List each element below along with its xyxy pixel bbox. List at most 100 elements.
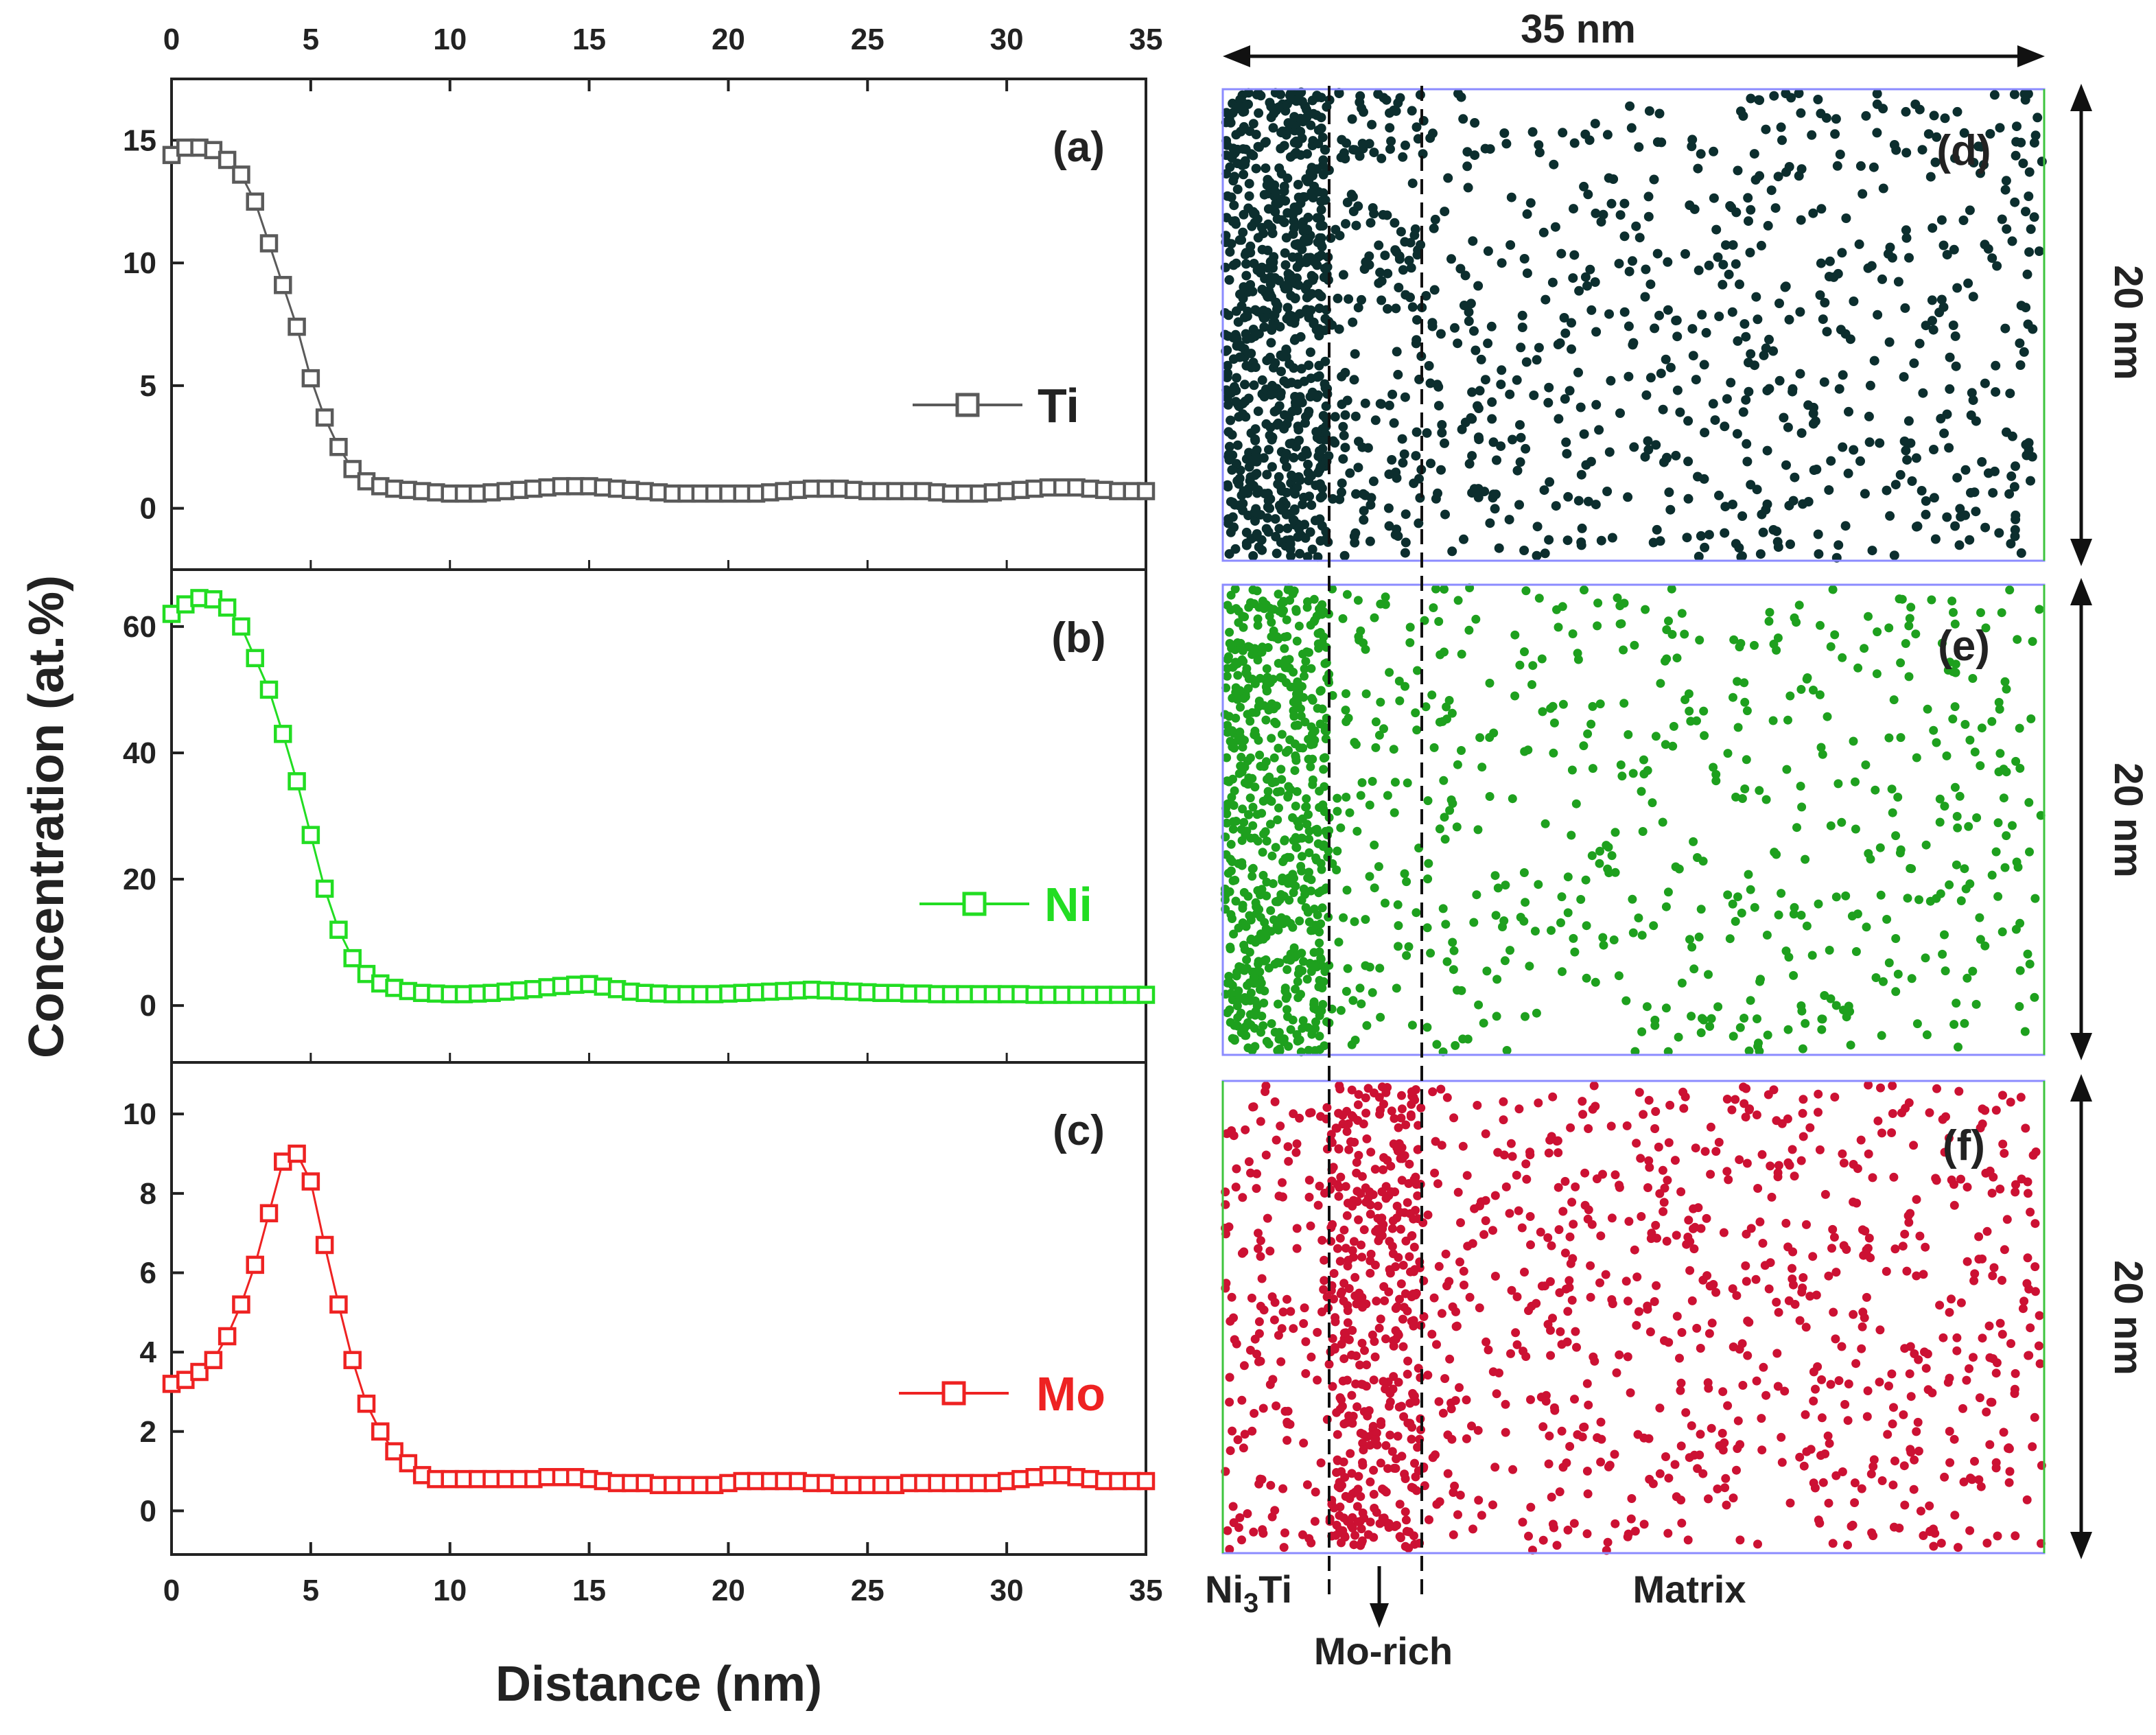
atom-dot: [1721, 1474, 1731, 1483]
atom-dot: [1798, 1095, 1808, 1104]
atom-dot: [1718, 259, 1729, 270]
atom-dot: [1912, 1195, 1921, 1204]
atom-dot: [1858, 1225, 1867, 1235]
atom-dot: [1995, 704, 2004, 714]
atom-dot: [1366, 1200, 1375, 1210]
atom-dot: [1302, 1480, 1312, 1489]
atom-dot: [1521, 586, 1531, 596]
atom-dot: [1365, 872, 1374, 881]
atom-dot: [1311, 1487, 1320, 1497]
atom-dot: [1437, 420, 1447, 430]
atom-dot: [1582, 921, 1591, 931]
atom-dot: [1250, 726, 1260, 736]
atom-dot: [1731, 539, 1741, 549]
atom-dot: [1591, 1102, 1600, 1111]
atom-dot: [1586, 1292, 1595, 1302]
atom-dot: [1403, 1369, 1412, 1379]
atom-dot: [1987, 1189, 1997, 1198]
atom-dot: [2000, 1149, 2009, 1158]
atom-dot: [1374, 1323, 1384, 1333]
atom-dot: [1353, 1517, 1363, 1526]
atom-dot: [1351, 489, 1361, 499]
atom-dot: [1868, 1531, 1878, 1541]
atom-dot: [1802, 1220, 1811, 1229]
atom-dot: [1381, 95, 1392, 105]
atom-dot: [1338, 1119, 1348, 1129]
atom-dot: [1733, 336, 1743, 346]
atom-dot: [1742, 706, 1752, 716]
atom-dot: [1728, 1284, 1737, 1294]
atom-dot: [1251, 163, 1261, 174]
atom-dot: [1404, 255, 1414, 266]
panel-label-f: (f): [1943, 1122, 1985, 1169]
data-point-ni: [246, 649, 264, 668]
atom-dot: [1337, 1395, 1346, 1404]
atom-dot: [1398, 1342, 1408, 1351]
atom-dot: [1884, 623, 1894, 633]
atom-dot: [1455, 1491, 1465, 1500]
atom-dot: [1629, 442, 1639, 452]
atom-dot: [1409, 1214, 1418, 1224]
atom-dot: [1330, 1342, 1339, 1352]
atom-dot: [1570, 947, 1580, 957]
atom-dot: [1557, 892, 1567, 902]
atom-dot: [1225, 1545, 1234, 1554]
atom-dot: [1385, 1401, 1394, 1411]
y-tick-label: 10: [123, 1097, 156, 1131]
atom-dot: [1341, 1182, 1350, 1191]
atom-dot: [1306, 305, 1316, 315]
atom-dot: [1582, 973, 1591, 983]
atom-dot: [1698, 1014, 1707, 1023]
atom-dot: [1263, 643, 1273, 652]
atom-dot: [1512, 1170, 1521, 1180]
atom-dot: [1341, 987, 1351, 996]
atom-dot: [1897, 1108, 1906, 1117]
atom-dot: [1488, 1367, 1498, 1377]
atom-dot: [1307, 664, 1316, 673]
atom-dot: [1728, 240, 1738, 250]
atom-dot: [1407, 1434, 1416, 1444]
atom-dot: [1615, 408, 1625, 418]
atom-dot: [1289, 586, 1299, 596]
atom-dot: [1512, 1340, 1522, 1349]
atom-dot: [1254, 1229, 1263, 1238]
atom-dot: [1976, 608, 1985, 618]
map-f: (f): [1221, 1080, 2046, 1555]
atom-dot: [1483, 338, 1493, 349]
atom-dot: [1753, 1539, 1762, 1549]
atom-dot: [1779, 412, 1789, 423]
atom-dot: [1314, 982, 1324, 992]
atom-dot: [1446, 795, 1456, 804]
atom-dot: [1407, 1231, 1416, 1241]
atom-dot: [1244, 1157, 1254, 1167]
atom-dot: [1379, 724, 1388, 734]
atom-dot: [1602, 841, 1611, 850]
atom-dot: [1296, 115, 1307, 126]
atom-dot: [1576, 469, 1586, 480]
atom-dot: [1925, 1501, 1934, 1511]
atom-dot: [2012, 121, 2022, 132]
atom-dot: [1293, 280, 1304, 290]
atom-dot: [1266, 819, 1275, 829]
atom-dot: [1906, 603, 1916, 612]
atom-dot: [1366, 1517, 1375, 1527]
atom-dot: [1677, 1518, 1687, 1528]
atom-dot: [1365, 800, 1374, 810]
atom-dot: [1855, 456, 1865, 466]
atom-dot: [1223, 1526, 1232, 1535]
atom-dot: [1687, 1012, 1696, 1021]
atom-dot: [1404, 942, 1414, 951]
atom-dot: [1950, 1511, 1960, 1520]
atom-dot: [1400, 237, 1410, 247]
atom-dot: [1221, 169, 1232, 179]
atom-dot: [1297, 852, 1307, 861]
atom-dot: [1929, 725, 1938, 735]
atom-dot: [1357, 1240, 1366, 1250]
atom-dot: [1789, 970, 1798, 980]
atom-dot: [1296, 198, 1306, 209]
atom-dot: [1645, 1163, 1654, 1172]
atom-dot: [1402, 951, 1411, 960]
atom-dot: [1331, 1530, 1341, 1540]
atom-dot: [1976, 1482, 1986, 1491]
atom-dot: [1292, 240, 1302, 251]
